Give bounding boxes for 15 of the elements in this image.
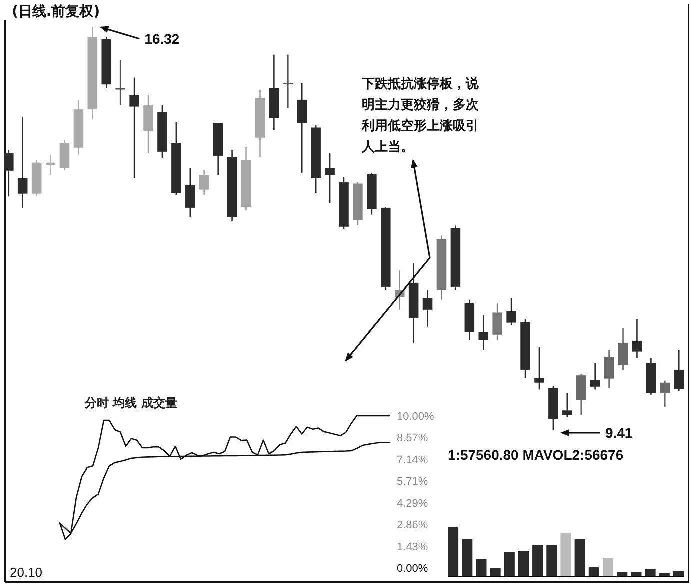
annotation: 下跌抵抗涨停板，说明主力更狡猾，多次利用低空形上涨吸引人上当。 bbox=[361, 76, 480, 155]
y-tick-label: 4.29% bbox=[397, 498, 428, 510]
chart-title: 分时 均线 成交量 bbox=[84, 396, 178, 410]
text: 20.10 bbox=[10, 565, 43, 580]
y-tick-label: 5.71% bbox=[397, 476, 428, 488]
y-tick-label: 8.57% bbox=[397, 432, 428, 445]
y-tick-label: 1.43% bbox=[397, 541, 428, 554]
chart-title: (日线.前复权) bbox=[12, 4, 100, 20]
y-tick-label: 10.00% bbox=[397, 411, 435, 423]
y-tick-label: 7.14% bbox=[397, 454, 428, 466]
y-tick-label: 0.00% bbox=[397, 563, 428, 575]
annotation: 9.41 bbox=[605, 425, 633, 441]
text: 1:57560.80 MAVOL2:56676 bbox=[448, 447, 624, 463]
annotation: 16.32 bbox=[144, 31, 180, 47]
y-tick-label: 2.86% bbox=[397, 520, 428, 532]
